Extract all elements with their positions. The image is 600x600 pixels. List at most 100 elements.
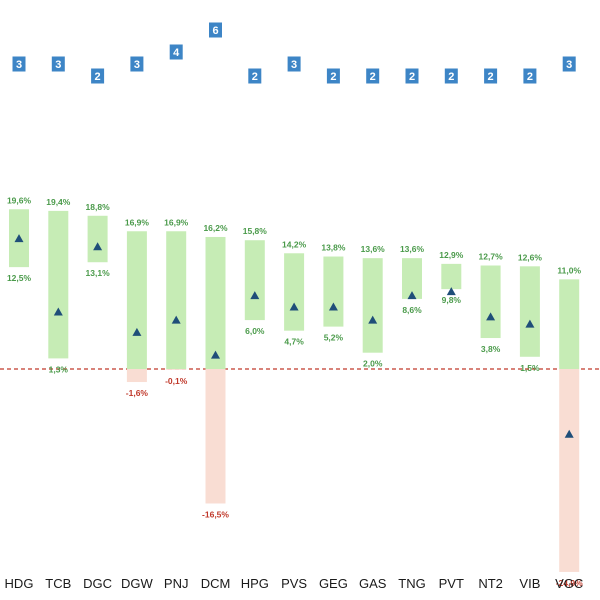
count-badge xyxy=(562,56,576,72)
low-value-label: 8,6% xyxy=(402,305,422,315)
category-label: PNJ xyxy=(164,576,189,591)
count-badge-text: 2 xyxy=(370,71,376,83)
count-badge xyxy=(484,68,498,84)
count-badge-text: 3 xyxy=(134,59,140,71)
count-badge-text: 6 xyxy=(212,25,218,37)
low-value-label: 9,8% xyxy=(442,295,462,305)
low-value-label: 12,5% xyxy=(7,273,32,283)
average-marker xyxy=(250,291,260,300)
count-badge-text: 3 xyxy=(16,59,22,71)
count-badge xyxy=(326,68,340,84)
range-bar-positive xyxy=(284,253,305,331)
range-bar-positive xyxy=(205,236,226,369)
average-marker xyxy=(93,242,103,251)
range-bar-positive xyxy=(441,263,462,290)
average-marker xyxy=(407,291,417,300)
high-value-label: 13,8% xyxy=(321,243,346,253)
low-value-label: 13,1% xyxy=(86,268,111,278)
category-label: DCM xyxy=(201,576,231,591)
range-bar-negative xyxy=(205,369,226,504)
count-badge xyxy=(405,68,419,84)
range-bar-positive xyxy=(362,258,383,353)
count-badge-text: 2 xyxy=(409,71,415,83)
category-label: PVS xyxy=(281,576,307,591)
high-value-label: 16,9% xyxy=(164,217,189,227)
range-bar-positive xyxy=(519,266,540,357)
low-value-label: -24,9% xyxy=(556,578,583,588)
count-badge-text: 2 xyxy=(330,71,336,83)
high-value-label: 19,6% xyxy=(7,195,32,205)
range-bar-positive xyxy=(559,279,580,369)
average-marker xyxy=(486,312,496,321)
count-badge-text: 3 xyxy=(55,59,61,71)
average-marker xyxy=(14,234,24,243)
low-value-label: -1,6% xyxy=(126,388,149,398)
high-value-label: 13,6% xyxy=(361,244,386,254)
count-badge-text: 2 xyxy=(95,71,101,83)
count-badge-text: 3 xyxy=(291,59,297,71)
category-label: GEG xyxy=(319,576,348,591)
category-label: DGW xyxy=(121,576,154,591)
range-bar-positive xyxy=(48,210,69,359)
low-value-label: 1,3% xyxy=(49,364,69,374)
range-bar-positive xyxy=(126,231,147,369)
low-value-label: 2,0% xyxy=(363,359,383,369)
count-badge-text: 3 xyxy=(566,59,572,71)
high-value-label: 19,4% xyxy=(46,197,71,207)
high-value-label: 11,0% xyxy=(557,265,581,275)
range-bar-positive xyxy=(323,256,344,327)
count-badge-text: 2 xyxy=(448,71,454,83)
range-bar-positive xyxy=(244,240,265,321)
count-badge xyxy=(248,68,262,84)
average-marker xyxy=(211,350,220,359)
range-bar-positive xyxy=(402,258,422,299)
category-label: TCB xyxy=(45,576,71,591)
count-badge xyxy=(523,68,537,84)
range-bar-positive xyxy=(87,215,108,263)
average-marker xyxy=(328,302,338,311)
high-value-label: 16,2% xyxy=(203,223,228,233)
category-label: TNG xyxy=(398,576,425,591)
range-bar-negative xyxy=(126,369,147,383)
average-marker xyxy=(289,302,299,311)
count-badge xyxy=(209,22,222,38)
count-badge-text: 2 xyxy=(252,71,258,83)
high-value-label: 12,9% xyxy=(439,250,464,260)
high-value-label: 16,9% xyxy=(125,217,150,227)
category-label: HPG xyxy=(241,576,269,591)
range-bar-negative xyxy=(559,369,580,572)
count-badge-text: 2 xyxy=(488,71,494,83)
category-label: GAS xyxy=(359,576,387,591)
low-value-label: 3,8% xyxy=(481,344,501,354)
high-value-label: 14,2% xyxy=(282,239,307,249)
count-badge xyxy=(91,68,105,84)
low-value-label: 5,2% xyxy=(324,333,344,343)
average-marker xyxy=(564,429,574,438)
count-badge xyxy=(51,56,65,72)
average-marker xyxy=(132,327,142,336)
low-value-label: -0,1% xyxy=(165,376,188,386)
average-marker xyxy=(525,319,535,328)
category-label: HDG xyxy=(5,576,34,591)
high-value-label: 18,8% xyxy=(86,202,111,212)
average-marker xyxy=(171,315,181,324)
category-label: VIB xyxy=(519,576,540,591)
range-bar-positive xyxy=(166,231,187,369)
count-badge xyxy=(444,68,458,84)
category-label: VGC xyxy=(555,576,583,591)
high-value-label: 12,7% xyxy=(479,251,504,261)
range-bar-negative xyxy=(166,369,187,370)
count-badge xyxy=(169,44,183,60)
range-bar-positive xyxy=(480,265,501,339)
count-badge xyxy=(130,56,144,72)
count-badge xyxy=(12,56,26,72)
low-value-label: 4,7% xyxy=(284,337,304,347)
count-badge xyxy=(366,68,380,84)
high-value-label: 15,8% xyxy=(243,226,268,236)
average-marker xyxy=(368,315,378,324)
average-marker xyxy=(53,307,63,316)
low-value-label: 1,5% xyxy=(520,363,540,373)
category-label: DGC xyxy=(83,576,112,591)
